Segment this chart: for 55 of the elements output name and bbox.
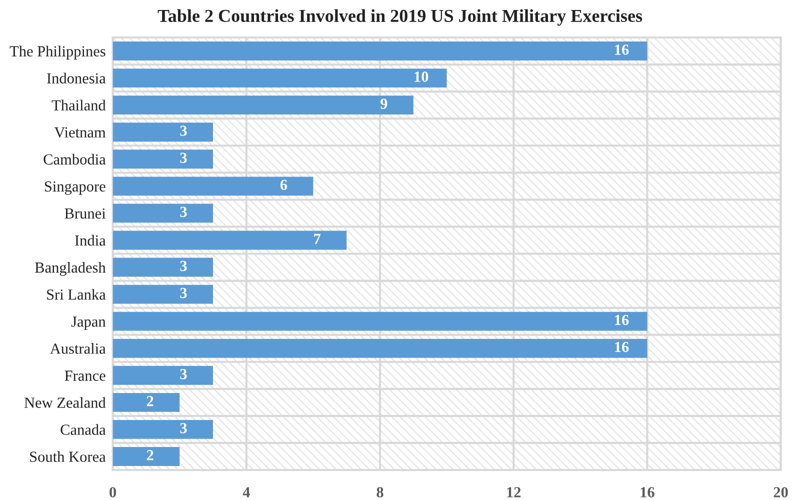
data-label: 3 xyxy=(180,206,187,218)
y-tick-label: Japan xyxy=(71,316,106,330)
bar xyxy=(112,392,180,412)
y-tick-label: South Korea xyxy=(30,451,106,462)
x-tick-label: 12 xyxy=(507,487,521,498)
data-label: 2 xyxy=(146,396,154,406)
data-label: 2 xyxy=(146,450,154,460)
bar xyxy=(112,204,213,223)
bar xyxy=(112,176,314,196)
data-label: 16 xyxy=(615,342,629,352)
data-label: 3 xyxy=(180,368,187,380)
y-tick-label: Sri Lanka xyxy=(47,288,106,300)
data-label: 3 xyxy=(180,260,187,272)
data-label: 6 xyxy=(280,180,288,190)
bar xyxy=(112,258,213,277)
data-label: 16 xyxy=(615,44,629,55)
data-label: 7 xyxy=(314,234,321,244)
y-tick-label: Canada xyxy=(60,424,106,435)
bar xyxy=(112,68,447,88)
x-tick-label: 16 xyxy=(640,487,654,498)
x-tick-label: 8 xyxy=(376,487,384,498)
bar xyxy=(112,447,180,466)
bar xyxy=(112,420,213,439)
y-tick-label: New Zealand xyxy=(24,397,106,408)
y-tick-label: Thailand xyxy=(52,100,106,111)
y-tick-label: Indonesia xyxy=(47,72,106,84)
y-tick-label: Singapore xyxy=(44,181,106,195)
x-tick-label: 0 xyxy=(110,487,116,498)
y-tick-label: Brunei xyxy=(64,208,106,219)
y-tick-label: France xyxy=(64,370,106,381)
chart-title: Table 2 Countries Involved in 2019 US Joint Military Exercises xyxy=(158,9,642,26)
bar xyxy=(112,122,213,142)
y-tick-label: Bangladesh xyxy=(35,262,106,276)
bar xyxy=(112,338,648,358)
data-label: 3 xyxy=(180,423,187,434)
y-tick-label: Vietnam xyxy=(54,127,106,138)
data-label: 9 xyxy=(380,98,388,109)
y-tick-label: India xyxy=(75,234,106,246)
bar xyxy=(112,230,347,250)
bar xyxy=(112,284,213,304)
bar xyxy=(112,366,213,385)
bar xyxy=(112,42,648,60)
y-tick-label: The Philippines xyxy=(10,46,106,60)
x-tick-label: 20 xyxy=(774,487,788,498)
data-label: 3 xyxy=(180,126,187,136)
bar xyxy=(112,150,213,169)
data-label: 10 xyxy=(414,72,428,82)
bar xyxy=(112,312,648,331)
data-label: 3 xyxy=(180,152,187,163)
bar xyxy=(112,96,414,115)
data-label: 3 xyxy=(180,288,187,298)
x-tick-label: 4 xyxy=(242,487,250,498)
y-tick-label: Australia xyxy=(50,343,106,354)
data-label: 16 xyxy=(615,314,629,326)
y-tick-label: Cambodia xyxy=(44,154,106,165)
